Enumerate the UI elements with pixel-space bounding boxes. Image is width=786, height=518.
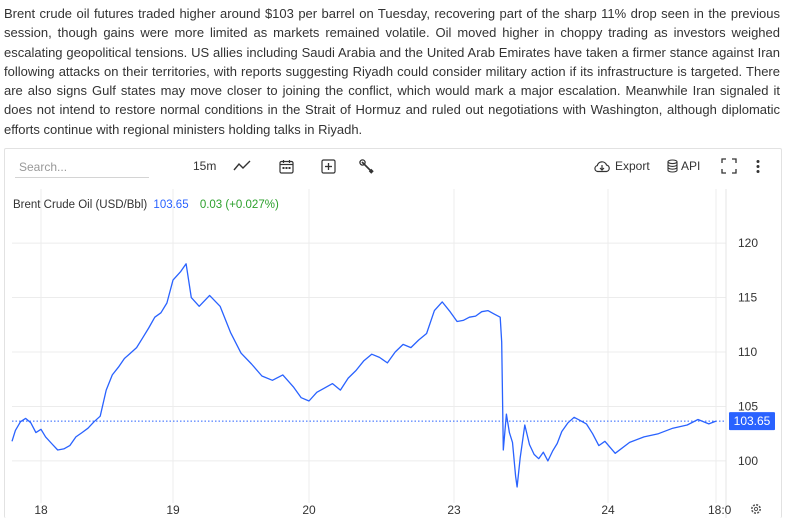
last-price-label-bg xyxy=(729,412,775,431)
last-price: 103.65 xyxy=(153,199,189,211)
api-label: API xyxy=(681,159,701,173)
price-chart[interactable]: 100 105 110 115 120 18 19 20 23 24 18:0 103.65 xyxy=(5,149,781,518)
export-label: Export xyxy=(615,159,650,173)
database-icon xyxy=(667,159,678,173)
y-tick-label: 115 xyxy=(738,291,757,305)
x-tick-label: 23 xyxy=(447,503,461,517)
x-tick-label: 19 xyxy=(166,503,180,517)
more-vertical-icon[interactable] xyxy=(755,155,761,177)
y-tick-label: 110 xyxy=(738,345,757,359)
instrument-name: Brent Crude Oil (USD/Bbl) xyxy=(13,199,148,211)
add-indicator-icon[interactable] xyxy=(321,155,336,177)
api-button[interactable]: API xyxy=(667,155,700,177)
x-tick-label: 18 xyxy=(34,503,48,517)
x-tick-label: 24 xyxy=(601,503,615,517)
y-tick-label: 120 xyxy=(738,236,758,250)
y-tick-label: 100 xyxy=(738,454,758,468)
fullscreen-icon[interactable] xyxy=(721,155,737,177)
last-price-label: 103.65 xyxy=(734,414,771,428)
x-tick-label: 20 xyxy=(302,503,316,517)
chart-toolbar: 15m Export API xyxy=(5,149,781,185)
chart-widget: 15m Export API Brent Crude Oil (USD/Bbl) xyxy=(4,148,782,518)
price-change: 0.03 (+0.027%) xyxy=(199,199,279,211)
y-tick-label: 105 xyxy=(738,399,758,413)
cloud-download-icon xyxy=(594,160,610,172)
export-button[interactable]: Export xyxy=(593,155,650,177)
symbol-search-input[interactable] xyxy=(15,157,149,178)
calendar-icon[interactable] xyxy=(279,155,294,177)
article-paragraph: Brent crude oil futures traded higher ar… xyxy=(4,6,780,137)
gear-icon[interactable] xyxy=(751,504,761,514)
wrench-icon[interactable] xyxy=(359,155,374,177)
line-chart-icon[interactable] xyxy=(233,155,251,177)
price-series-line xyxy=(11,263,717,488)
interval-selector[interactable]: 15m xyxy=(193,159,217,173)
x-tick-label: 18:0 xyxy=(708,503,732,517)
chart-legend: Brent Crude Oil (USD/Bbl) 103.65 0.03 (+… xyxy=(13,199,279,211)
